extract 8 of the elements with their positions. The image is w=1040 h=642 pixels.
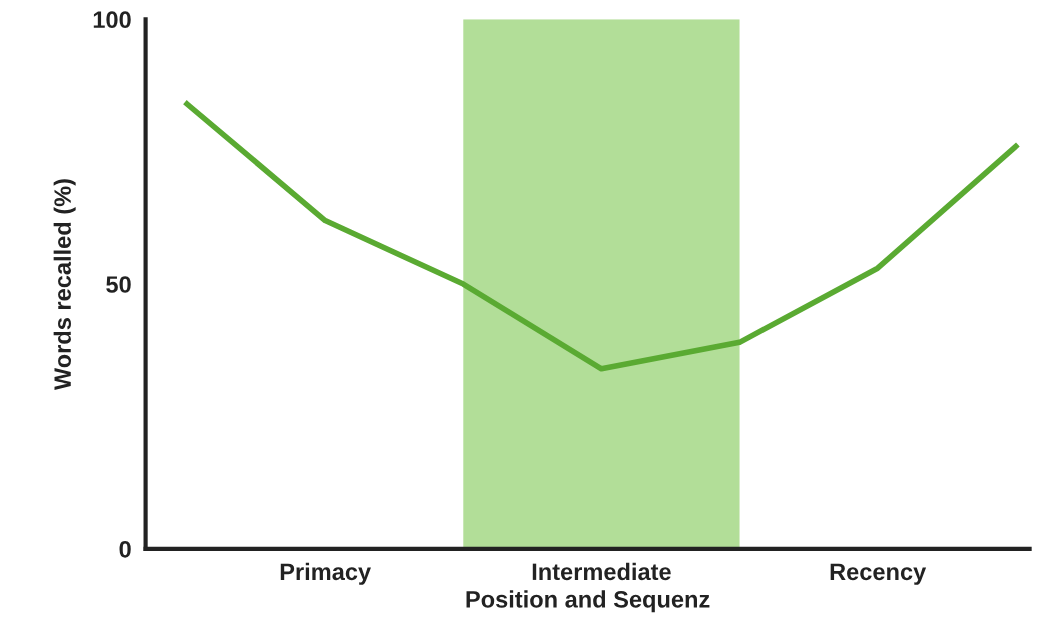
y-tick-label: 0 <box>119 540 131 558</box>
x-tick-label: Recency <box>830 563 927 585</box>
x-tick-label: Intermediate <box>532 562 671 581</box>
y-tick-label: 50 <box>106 276 131 293</box>
x-axis-title: Position and Sequenz <box>466 590 710 613</box>
y-tick-label: 100 <box>93 11 131 29</box>
y-axis-title: Words recalled (%) <box>53 179 76 391</box>
x-tick-label: Primacy <box>280 562 371 585</box>
